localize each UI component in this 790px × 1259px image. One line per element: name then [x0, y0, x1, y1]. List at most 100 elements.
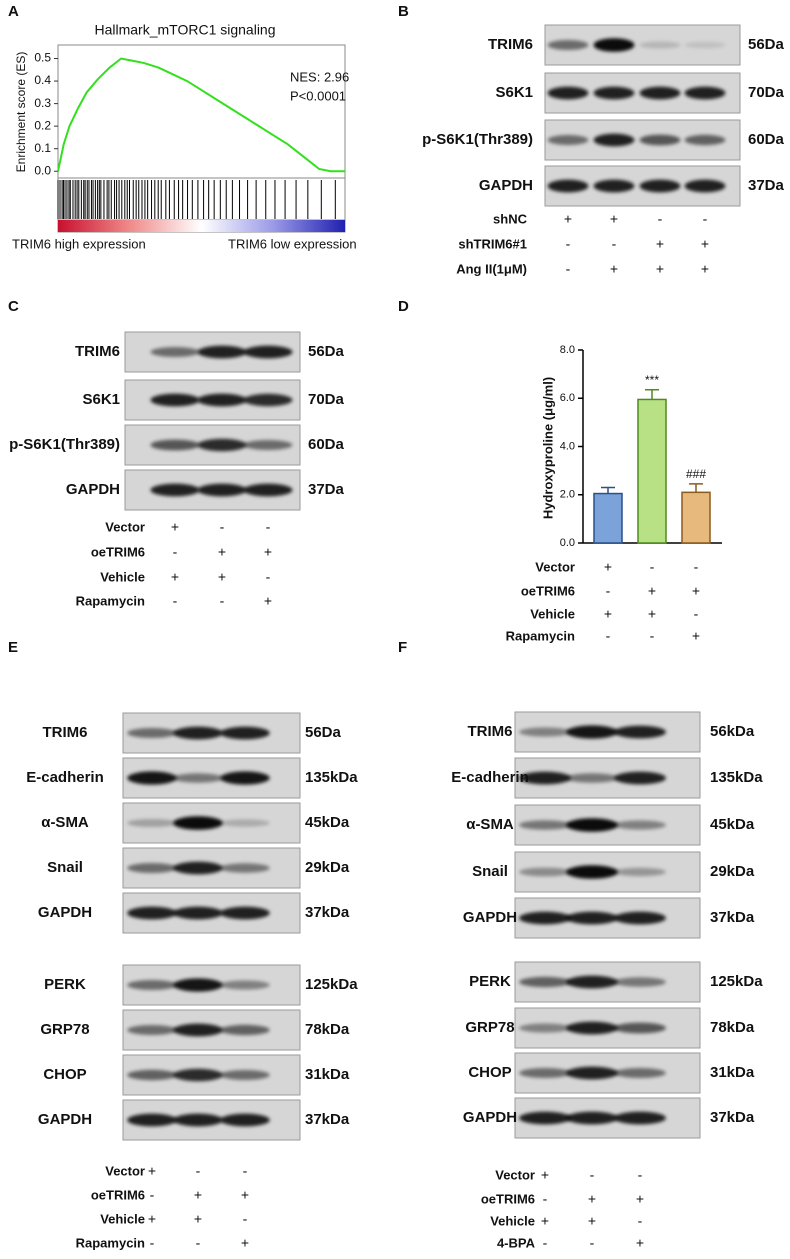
blot-band	[519, 911, 571, 925]
blot-band	[639, 179, 681, 193]
size-label: 70Da	[308, 391, 345, 408]
condition-sign: -	[543, 1235, 548, 1251]
condition-label: Vehicle	[100, 1211, 145, 1226]
condition-sign: +	[648, 606, 656, 622]
size-label: 37kDa	[305, 904, 350, 921]
condition-label: Vector	[535, 559, 575, 574]
size-label: 29kDa	[710, 863, 755, 880]
blot-band	[566, 1021, 618, 1035]
blot-band	[614, 771, 666, 785]
condition-sign: +	[636, 1191, 644, 1207]
protein-label: PERK	[469, 973, 511, 990]
condition-sign: -	[606, 628, 611, 644]
y-axis-label: Enrichment score (ES)	[14, 52, 28, 173]
condition-sign: -	[694, 559, 699, 575]
protein-label: α-SMA	[41, 814, 89, 831]
condition-label: shNC	[493, 211, 528, 226]
protein-label: S6K1	[495, 84, 533, 101]
blot-band	[243, 345, 293, 359]
protein-label: TRIM6	[488, 36, 533, 53]
blot-band	[220, 771, 270, 785]
size-label: 56Da	[308, 343, 345, 360]
blot-band	[566, 975, 618, 989]
condition-sign: +	[194, 1187, 202, 1203]
condition-sign: -	[650, 559, 655, 575]
error-bar	[645, 389, 659, 400]
condition-label: Vehicle	[100, 569, 145, 584]
blot-band	[614, 1111, 666, 1125]
blot-band	[547, 86, 589, 100]
condition-sign: -	[606, 583, 611, 599]
size-label: 60Da	[748, 131, 785, 148]
condition-sign: -	[543, 1191, 548, 1207]
condition-sign: -	[196, 1235, 201, 1251]
blot-band	[639, 41, 681, 49]
protein-label: GRP78	[465, 1019, 514, 1036]
blot-band	[614, 1022, 666, 1034]
size-label: 56Da	[748, 36, 785, 53]
es-curve	[57, 57, 345, 173]
chart-title: Hallmark_mTORC1 signaling	[94, 22, 275, 38]
blot-band	[547, 179, 589, 193]
condition-sign: -	[658, 211, 663, 227]
protein-label: CHOP	[43, 1066, 86, 1083]
protein-label: Snail	[47, 859, 83, 876]
blot-band	[519, 771, 571, 785]
blot-band	[127, 1113, 177, 1127]
annotation: P<0.0001	[290, 88, 346, 103]
panel-label: D	[398, 298, 409, 315]
blot-band	[150, 347, 200, 357]
size-label: 31kDa	[710, 1064, 755, 1081]
condition-sign: -	[150, 1235, 155, 1251]
protein-label: CHOP	[468, 1064, 511, 1081]
size-label: 37kDa	[710, 1109, 755, 1126]
condition-sign: +	[588, 1213, 596, 1229]
x-label: TRIM6 low expression	[228, 236, 357, 251]
blot-band	[684, 41, 726, 49]
condition-sign: +	[241, 1187, 249, 1203]
size-label: 45kDa	[710, 816, 755, 833]
condition-sign: +	[604, 606, 612, 622]
size-label: 37kDa	[305, 1111, 350, 1128]
condition-sign: +	[692, 628, 700, 644]
blot-band	[243, 393, 293, 407]
blot-band	[684, 134, 726, 146]
condition-sign: -	[266, 519, 271, 535]
blot-band	[127, 863, 177, 873]
condition-label: Rapamycin	[506, 628, 575, 643]
size-label: 29kDa	[305, 859, 350, 876]
condition-sign: -	[590, 1235, 595, 1251]
blot-band	[173, 1023, 223, 1037]
blot-band	[519, 1068, 571, 1078]
size-label: 56kDa	[710, 723, 755, 740]
size-label: 37Da	[308, 481, 345, 498]
blot-band	[243, 440, 293, 450]
y-tick-label: 0.2	[34, 118, 51, 132]
blot-band	[684, 179, 726, 193]
blot-band	[127, 728, 177, 738]
condition-sign: +	[171, 519, 179, 535]
condition-sign: -	[638, 1167, 643, 1183]
protein-label: TRIM6	[468, 723, 513, 740]
condition-sign: +	[148, 1211, 156, 1227]
size-label: 125kDa	[305, 976, 358, 993]
condition-sign: -	[694, 606, 699, 622]
condition-sign: -	[566, 236, 571, 252]
blot-band	[566, 1066, 618, 1080]
condition-label: Vector	[105, 519, 145, 534]
blot-band	[220, 863, 270, 873]
blot-band	[639, 86, 681, 100]
blot-band	[173, 861, 223, 875]
blot-band	[150, 483, 200, 497]
blot-band	[127, 1069, 177, 1081]
condition-sign: -	[243, 1211, 248, 1227]
blot-band	[639, 134, 681, 146]
size-label: 37Da	[748, 177, 785, 194]
condition-sign: +	[148, 1163, 156, 1179]
blot-band	[566, 1111, 618, 1125]
panel-label: C	[8, 298, 19, 315]
blot-band	[173, 1113, 223, 1127]
panel-label: A	[8, 3, 19, 20]
blot-band	[593, 179, 635, 193]
condition-sign: -	[196, 1163, 201, 1179]
